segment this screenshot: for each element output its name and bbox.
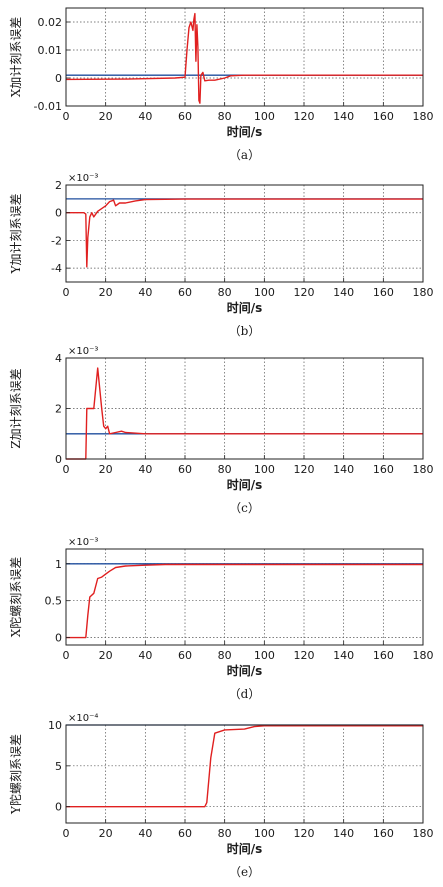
y-axis-label: Y陀螺刻系误差 <box>8 734 23 815</box>
x-axis-label: 时间/s <box>227 300 263 315</box>
chart-panel-3: 0 20 40 60 80 100 120 140 160 180 0 0.5 1 ×10⁻³ 时间/s X陀… <box>8 537 434 701</box>
x-tick-label: 40 <box>138 286 152 299</box>
y-tick-label: 0.5 <box>45 595 63 608</box>
y-axis-label: Y加计刻系误差 <box>9 194 23 275</box>
x-tick-label: 20 <box>99 110 113 123</box>
plot-area <box>66 725 423 823</box>
x-tick-label: 80 <box>218 463 232 476</box>
x-tick-label: 180 <box>413 463 434 476</box>
x-tick-label: 0 <box>63 649 70 662</box>
x-tick-label: 80 <box>218 827 232 840</box>
y-tick-label: 0 <box>55 632 62 645</box>
y-tick-label: -2 <box>51 234 62 247</box>
chart-panel-2: 0 20 40 60 80 100 120 140 160 180 0 2 4 ×10⁻³ 时间/s Z加计刻… <box>9 346 434 515</box>
y-axis-label: X加计刻系误差 <box>9 17 23 98</box>
x-tick-label: 120 <box>294 649 315 662</box>
y-tick-label: -0.01 <box>34 100 62 113</box>
y-tick-label: 0 <box>55 72 62 85</box>
y-tick-label: 2 <box>55 403 62 416</box>
x-tick-label: 60 <box>178 649 192 662</box>
x-tick-label: 80 <box>218 286 232 299</box>
panel-caption: （d） <box>229 687 261 701</box>
x-tick-label: 20 <box>99 463 113 476</box>
axis-exponent: ×10⁻³ <box>68 346 98 357</box>
x-tick-label: 60 <box>178 827 192 840</box>
x-tick-label: 100 <box>254 286 275 299</box>
panel-caption: （a） <box>229 148 260 162</box>
x-tick-label: 40 <box>138 649 152 662</box>
x-tick-label: 100 <box>254 827 275 840</box>
x-tick-label: 0 <box>63 286 70 299</box>
x-tick-label: 0 <box>63 463 70 476</box>
x-tick-label: 0 <box>63 110 70 123</box>
x-tick-label: 60 <box>178 286 192 299</box>
x-axis-label: 时间/s <box>227 841 263 856</box>
y-tick-label: 0.01 <box>38 44 63 57</box>
axis-exponent: ×10⁻³ <box>68 537 98 548</box>
x-tick-label: 120 <box>294 110 315 123</box>
x-tick-label: 0 <box>63 827 70 840</box>
x-tick-label: 20 <box>99 649 113 662</box>
x-axis-label: 时间/s <box>227 663 263 678</box>
chart-panel-4: 0 20 40 60 80 100 120 140 160 180 0 5 10 ×10⁻⁴ 时间/s Y陀螺… <box>8 713 434 879</box>
panel-caption: （c） <box>229 501 260 515</box>
x-tick-label: 140 <box>333 110 354 123</box>
chart-panel-0: 020406080100120140160180-0.0100.010.02时间… <box>9 8 434 162</box>
x-tick-label: 180 <box>413 827 434 840</box>
x-tick-label: 100 <box>254 463 275 476</box>
x-axis-label: 时间/s <box>227 124 263 139</box>
x-tick-label: 60 <box>178 463 192 476</box>
x-tick-label: 160 <box>373 286 394 299</box>
axis-exponent: ×10⁻⁴ <box>68 713 98 724</box>
y-tick-label: 5 <box>55 760 62 773</box>
x-tick-label: 180 <box>413 649 434 662</box>
x-tick-label: 180 <box>413 286 434 299</box>
x-tick-label: 20 <box>99 286 113 299</box>
y-axis-label: X陀螺刻系误差 <box>8 557 23 638</box>
x-tick-label: 40 <box>138 110 152 123</box>
y-tick-label: 0 <box>55 801 62 814</box>
y-tick-label: 0 <box>55 453 62 466</box>
x-tick-label: 80 <box>218 649 232 662</box>
x-tick-label: 160 <box>373 827 394 840</box>
y-tick-label: 10 <box>48 719 62 732</box>
x-tick-label: 100 <box>254 110 275 123</box>
x-tick-label: 160 <box>373 463 394 476</box>
x-tick-label: 140 <box>333 286 354 299</box>
x-tick-label: 40 <box>138 463 152 476</box>
y-tick-label: -4 <box>51 262 62 275</box>
x-tick-label: 160 <box>373 110 394 123</box>
x-tick-label: 140 <box>333 649 354 662</box>
x-tick-label: 60 <box>178 110 192 123</box>
y-tick-label: 4 <box>55 352 62 365</box>
plot-area <box>66 8 423 106</box>
y-axis-label: Z加计刻系误差 <box>9 368 23 448</box>
x-tick-label: 40 <box>138 827 152 840</box>
x-tick-label: 80 <box>218 110 232 123</box>
x-axis-label: 时间/s <box>227 477 263 492</box>
x-tick-label: 180 <box>413 110 434 123</box>
x-tick-label: 100 <box>254 649 275 662</box>
y-tick-label: 1 <box>55 558 62 571</box>
chart-panel-1: 0 20 40 60 80 100 120 140 160 180 -4 -2 0 2 ×10⁻³ 时间/s Y… <box>9 173 434 338</box>
x-tick-label: 20 <box>99 827 113 840</box>
y-tick-label: 0.02 <box>38 16 63 29</box>
axis-exponent: ×10⁻³ <box>68 173 98 184</box>
panel-caption: （e） <box>229 865 260 879</box>
x-tick-label: 120 <box>294 827 315 840</box>
y-tick-label: 2 <box>55 179 62 192</box>
x-tick-label: 140 <box>333 463 354 476</box>
x-tick-label: 160 <box>373 649 394 662</box>
panel-caption: （b） <box>229 324 261 338</box>
x-tick-label: 120 <box>294 286 315 299</box>
x-tick-label: 140 <box>333 827 354 840</box>
y-tick-label: 0 <box>55 207 62 220</box>
x-tick-label: 120 <box>294 463 315 476</box>
